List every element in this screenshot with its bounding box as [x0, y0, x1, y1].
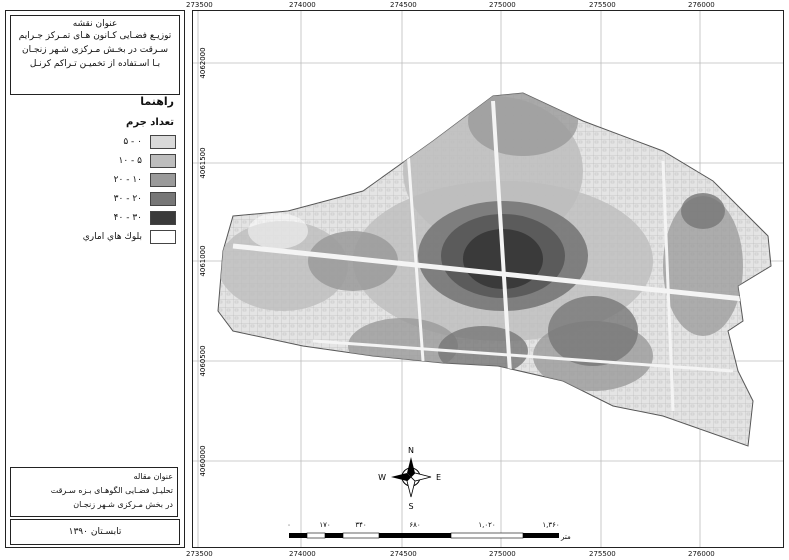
map-title-line-1: توزیـع فضـایی کـانون هـای تمـرکز جـرایم: [18, 31, 172, 41]
top-x-label: 273500: [186, 1, 213, 9]
left-panel: عنوان نقشه توزیـع فضـایی کـانون هـای تمـ…: [5, 10, 185, 548]
east-label: E: [436, 473, 441, 482]
article-line-1: تحلیـل فضـایی الگوهـای بـزه سـرقت: [50, 486, 173, 495]
y-axis-label: 4060500: [199, 345, 207, 376]
bottom-x-label: 276000: [688, 550, 715, 558]
legend-swatch: [150, 135, 176, 149]
legend-title: راهنما: [140, 95, 174, 108]
legend-item-label: بلوك هاي اماري: [82, 232, 142, 242]
legend-item-label: ۵ - ۱۰: [118, 156, 143, 166]
scale-tick: ۱۷۰: [319, 521, 330, 529]
article-title-box: عنوان مقاله تحلیـل فضـایی الگوهـای بـزه …: [10, 467, 178, 517]
bottom-x-label: 274500: [390, 550, 417, 558]
article-line-2: در بخش مـرکزی شـهر زنجـان: [73, 500, 173, 509]
legend-item: ۳۰ - ۴۰: [72, 211, 176, 225]
map-title-box: عنوان نقشه توزیـع فضـایی کـانون هـای تمـ…: [10, 15, 180, 95]
y-axis-label: 4061000: [199, 245, 207, 276]
legend-item-label: ۰ - ۵: [123, 137, 142, 147]
scale-tick: ۶۸۰: [409, 521, 420, 529]
y-axis-label: 4061500: [199, 147, 207, 178]
bottom-x-label: 274000: [289, 550, 316, 558]
legend-subtitle: تعداد جرم: [126, 117, 174, 128]
legend-item: بلوك هاي اماري: [72, 230, 176, 244]
west-label: W: [378, 473, 386, 482]
legend-item: ۵ - ۱۰: [72, 154, 176, 168]
scale-tick: ۱,۰۲۰: [478, 521, 495, 529]
legend-swatch: [150, 230, 176, 244]
top-x-label: 276000: [688, 1, 715, 9]
legend-item: ۱۰ - ۲۰: [72, 173, 176, 187]
scale-bar: ۰ ۱۷۰ ۳۴۰ ۶۸۰ ۱,۰۲۰ ۱,۳۶۰ متر: [287, 521, 571, 541]
legend-item-label: ۳۰ - ۴۰: [113, 213, 142, 223]
bottom-x-label: 273500: [186, 550, 213, 558]
study-area: [217, 92, 772, 447]
article-heading: عنوان مقاله: [133, 472, 173, 481]
scale-tick: ۳۴۰: [355, 521, 366, 529]
legend-swatch: [150, 211, 176, 225]
top-x-label: 275000: [489, 1, 516, 9]
legend-item: ۲۰ - ۳۰: [72, 192, 176, 206]
bottom-x-label: 275000: [489, 550, 516, 558]
map-frame: N S E W ۰ ۱۷۰ ۳۴۰ ۶۸۰ ۱,۰۲۰ ۱,۳۶۰ متر 40…: [192, 10, 784, 548]
south-label: S: [408, 502, 413, 511]
legend-item-label: ۱۰ - ۲۰: [113, 175, 142, 185]
legend-item: ۰ - ۵: [72, 135, 176, 149]
north-arrow: N S E W: [378, 446, 441, 511]
scale-unit: متر: [560, 533, 571, 541]
map-canvas: N S E W ۰ ۱۷۰ ۳۴۰ ۶۸۰ ۱,۰۲۰ ۱,۳۶۰ متر 40…: [193, 11, 783, 547]
scale-tick: ۱,۳۶۰: [542, 521, 559, 529]
y-axis-label: 4060000: [199, 445, 207, 476]
y-axis-label: 4062000: [199, 47, 207, 78]
date-box: تابسـتان ۱۳۹۰: [10, 519, 180, 545]
top-x-label: 275500: [589, 1, 616, 9]
north-label: N: [408, 446, 414, 455]
map-title-heading: عنوان نقشه: [72, 19, 118, 29]
map-title-line-3: بـا اسـتفاده از تخمیـن تـراکم کرنـل: [29, 59, 161, 69]
legend-swatch: [150, 154, 176, 168]
top-x-label: 274000: [289, 1, 316, 9]
bottom-x-label: 275500: [589, 550, 616, 558]
legend-swatch: [150, 192, 176, 206]
scale-tick: ۰: [287, 521, 291, 529]
legend-item-label: ۲۰ - ۳۰: [113, 194, 142, 204]
top-x-label: 274500: [390, 1, 417, 9]
map-title-line-2: سـرقت در بخـش مـرکزی شـهر زنجـان: [21, 45, 169, 55]
legend-swatch: [150, 173, 176, 187]
